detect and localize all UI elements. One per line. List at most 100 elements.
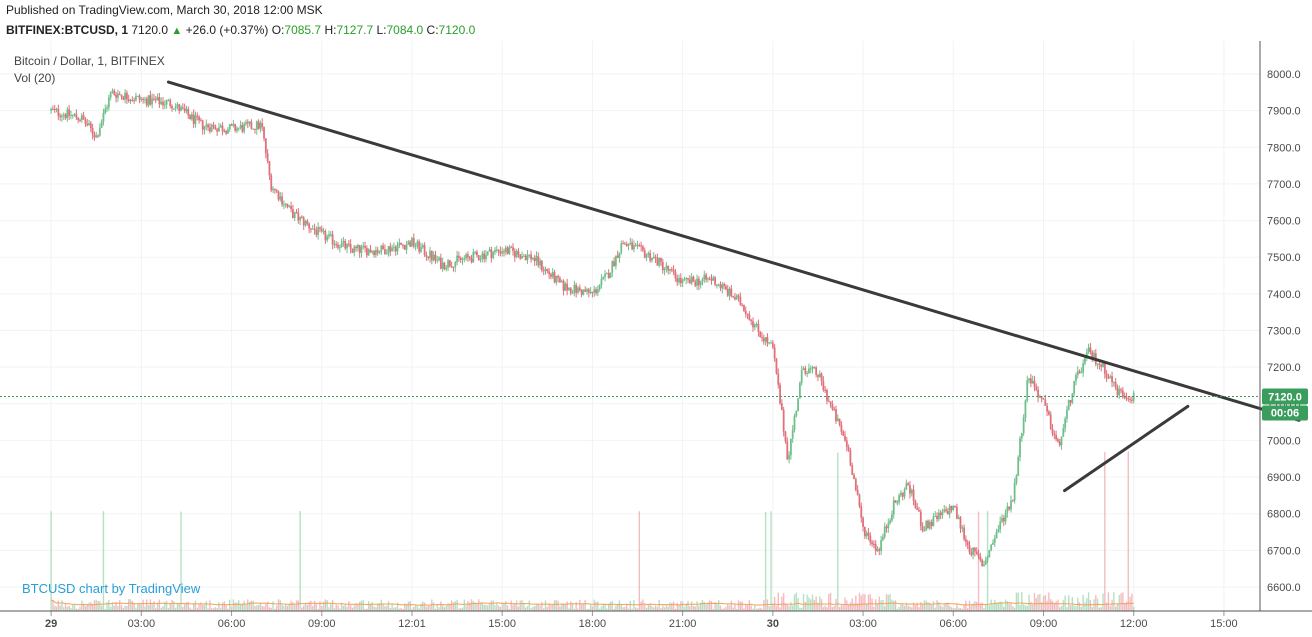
candle-body	[301, 216, 303, 218]
candle-body	[1057, 439, 1059, 442]
candle-body	[1028, 378, 1030, 381]
candle-body	[779, 384, 781, 404]
candle-body	[499, 251, 502, 254]
volume-bar	[1084, 602, 1086, 611]
volume-bar	[496, 603, 498, 611]
series-legend[interactable]: Bitcoin / Dollar, 1, BITFINEX	[14, 54, 165, 68]
candle-body	[1102, 361, 1104, 367]
volume-bar	[102, 511, 105, 611]
volume-bar	[294, 604, 296, 611]
candle-body	[362, 245, 365, 247]
candle-body	[566, 283, 569, 291]
candle-body	[950, 506, 953, 510]
candle-body	[946, 511, 949, 515]
volume-bar	[838, 607, 841, 611]
volume-bar	[1004, 599, 1007, 611]
volume-bar	[680, 601, 682, 611]
candle-body	[961, 527, 964, 529]
volume-bar	[1104, 452, 1106, 611]
volume-bar	[669, 602, 671, 611]
volume-bar	[70, 607, 72, 611]
volume-bar	[710, 601, 713, 611]
volume-bar	[939, 605, 942, 611]
volume-bar	[295, 600, 298, 611]
volume-bar	[81, 600, 83, 611]
candle-body	[584, 289, 587, 292]
candle-body	[1098, 363, 1101, 365]
candle-body	[349, 244, 352, 249]
candle-body	[856, 489, 859, 495]
y-tick-label: 7000.0	[1267, 435, 1301, 447]
candle-body	[86, 123, 89, 126]
candle-body	[889, 520, 892, 523]
volume-bar	[1031, 604, 1034, 611]
symbol-label[interactable]: BITFINEX:BTCUSD, 1	[6, 23, 129, 37]
candle-body	[169, 100, 172, 106]
volume-bar	[718, 599, 720, 611]
volume-bar	[250, 600, 253, 611]
volume-bar	[252, 600, 254, 611]
volume-bar	[864, 594, 866, 611]
volume-bar	[777, 592, 779, 611]
volume-bar	[1051, 600, 1054, 611]
candle-body	[872, 544, 875, 546]
volume-bar	[894, 600, 897, 611]
volume-bar	[1113, 592, 1115, 611]
candle-body	[725, 286, 727, 290]
candle-body	[337, 244, 339, 248]
candle-body	[820, 373, 823, 381]
volume-bar	[117, 605, 119, 611]
volume-bar	[164, 602, 166, 611]
candle-body	[582, 289, 585, 295]
candle-body	[789, 438, 792, 456]
candle-body	[618, 252, 621, 258]
volume-bar	[947, 602, 949, 611]
volume-bar	[445, 605, 447, 611]
candle-body	[136, 95, 139, 97]
candle-body	[201, 120, 204, 130]
candle-body	[382, 245, 385, 250]
candle-body	[257, 121, 260, 129]
volume-bar	[690, 601, 693, 611]
volume-bar	[284, 604, 287, 611]
candle-body	[551, 272, 554, 277]
volume-bar	[900, 603, 902, 611]
volume-bar	[512, 604, 514, 611]
candle-body	[681, 279, 684, 284]
candle-body	[461, 258, 464, 260]
candle-body	[512, 247, 514, 252]
volume-bar	[703, 601, 705, 611]
volume-bar	[891, 599, 893, 611]
candle-body	[936, 515, 938, 520]
volume-bar	[194, 600, 197, 611]
volume-bar	[1013, 607, 1016, 611]
volume-bar	[387, 601, 390, 611]
candle-body	[674, 271, 677, 279]
price-chart[interactable]: 8000.0 7900.0 7800.0 7700.0 7600.0 7500.0 7400…	[0, 41, 1312, 637]
volume-bar	[849, 602, 852, 611]
volume-bar	[187, 601, 189, 611]
candle-body	[317, 227, 320, 235]
candle-body	[459, 257, 462, 260]
candle-body	[853, 474, 855, 480]
volume-bar	[1069, 605, 1072, 611]
candle-body	[1038, 396, 1041, 398]
volume-bar	[465, 605, 467, 611]
volume-bar	[292, 602, 294, 611]
volume-bar	[452, 602, 455, 611]
volume-bar	[156, 602, 159, 611]
volume-bar	[609, 601, 612, 611]
volume-bar	[1010, 602, 1012, 611]
volume-bar	[236, 602, 238, 611]
volume-legend[interactable]: Vol (20)	[14, 71, 56, 85]
volume-bar	[611, 601, 613, 611]
candle-body	[905, 483, 908, 490]
volume-bar	[977, 511, 980, 611]
candle-body	[243, 124, 246, 132]
watermark-link[interactable]: BTCUSD chart by TradingView	[22, 581, 201, 596]
y-tick-label: 6700.0	[1267, 545, 1301, 557]
volume-bar	[633, 600, 635, 611]
volume-bar	[873, 606, 875, 611]
volume-bar	[63, 607, 65, 611]
volume-bar	[550, 605, 552, 611]
